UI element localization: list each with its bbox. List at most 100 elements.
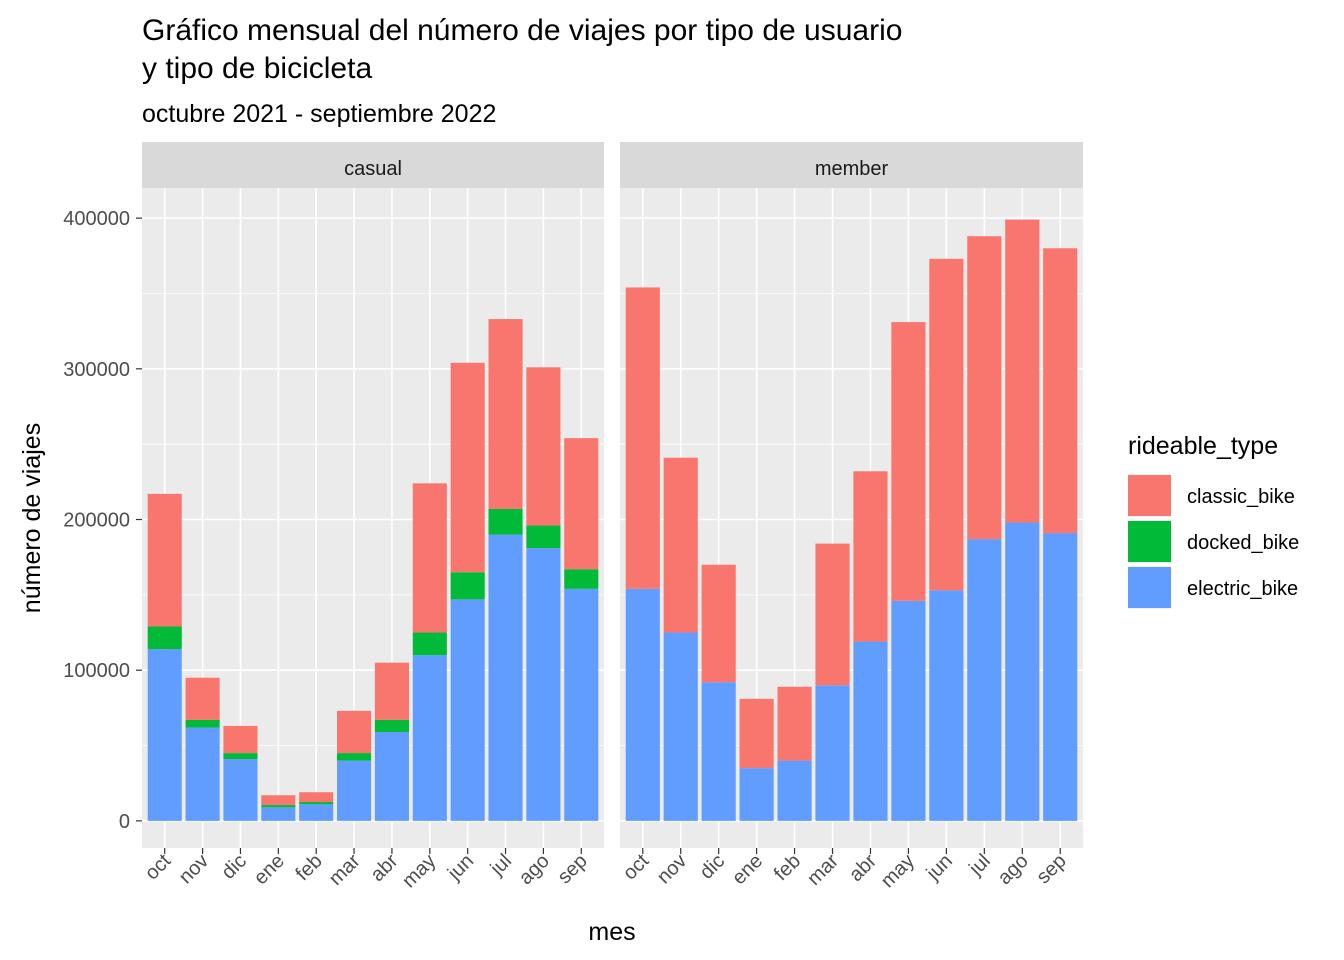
legend-swatch-docked_bike bbox=[1128, 521, 1171, 562]
bar-casual-jul-classic_bike bbox=[488, 319, 523, 509]
bar-casual-dic-electric_bike bbox=[223, 759, 258, 821]
bar-member-nov-classic_bike bbox=[663, 457, 698, 633]
legend-swatch-classic_bike bbox=[1128, 475, 1171, 516]
x-tick-label: ago bbox=[994, 850, 1033, 889]
x-tick-label: oct bbox=[619, 850, 654, 885]
x-tick-label: ene bbox=[250, 850, 289, 889]
strip-member bbox=[620, 142, 1083, 188]
bar-casual-sep-classic_bike bbox=[564, 438, 599, 570]
bar-casual-feb-classic_bike bbox=[299, 792, 334, 803]
legend-label-docked_bike: docked_bike bbox=[1187, 532, 1299, 554]
bar-casual-may-electric_bike bbox=[412, 655, 447, 821]
bar-member-dic-electric_bike bbox=[701, 682, 736, 821]
x-tick-label: jul bbox=[486, 850, 516, 880]
bar-member-feb-classic_bike bbox=[777, 686, 812, 761]
bar-member-jun-classic_bike bbox=[929, 258, 964, 591]
bar-member-dic-classic_bike bbox=[701, 564, 736, 683]
bar-casual-mar-electric_bike bbox=[337, 760, 372, 821]
x-tick-label: nov bbox=[175, 850, 213, 888]
x-tick-label: ene bbox=[728, 850, 767, 889]
bar-casual-nov-classic_bike bbox=[185, 677, 220, 720]
x-tick-label: ago bbox=[515, 850, 554, 889]
bar-casual-ene-classic_bike bbox=[261, 795, 296, 806]
bar-member-sep-classic_bike bbox=[1043, 248, 1078, 534]
legend-swatch-electric_bike bbox=[1128, 567, 1171, 608]
x-tick-label: may bbox=[398, 850, 440, 892]
x-tick-label: feb bbox=[770, 850, 805, 885]
chart-title-line2: y tipo de bicicleta bbox=[142, 52, 372, 85]
legend-title: rideable_type bbox=[1128, 432, 1278, 460]
bar-casual-may-classic_bike bbox=[412, 483, 447, 633]
bar-casual-jul-docked_bike bbox=[488, 508, 523, 535]
bar-member-mar-electric_bike bbox=[815, 685, 850, 821]
x-tick-label: oct bbox=[141, 850, 176, 885]
bar-casual-dic-classic_bike bbox=[223, 725, 258, 754]
bar-casual-sep-electric_bike bbox=[564, 588, 599, 821]
bar-casual-jun-electric_bike bbox=[450, 599, 485, 821]
bar-casual-feb-docked_bike bbox=[299, 802, 334, 805]
bar-member-jul-electric_bike bbox=[967, 539, 1002, 821]
bar-member-ene-classic_bike bbox=[739, 698, 774, 769]
y-tick-label: 300000 bbox=[63, 359, 130, 381]
bar-casual-oct-docked_bike bbox=[147, 626, 182, 650]
bar-casual-ene-docked_bike bbox=[261, 805, 296, 808]
x-tick-label: abr bbox=[366, 850, 402, 886]
bar-casual-ene-electric_bike bbox=[261, 807, 296, 821]
bar-casual-ago-electric_bike bbox=[526, 548, 561, 821]
bar-casual-jun-classic_bike bbox=[450, 362, 485, 573]
strip-label-member: member bbox=[815, 158, 889, 180]
y-tick-label: 100000 bbox=[63, 660, 130, 682]
bar-casual-sep-docked_bike bbox=[564, 569, 599, 589]
x-tick-label: may bbox=[877, 850, 919, 892]
strip-label-casual: casual bbox=[344, 158, 402, 180]
x-tick-label: jun bbox=[922, 850, 957, 885]
bar-member-jun-electric_bike bbox=[929, 590, 964, 821]
bar-casual-oct-classic_bike bbox=[147, 493, 182, 627]
bar-member-oct-classic_bike bbox=[625, 287, 660, 589]
bar-casual-nov-electric_bike bbox=[185, 727, 220, 821]
bar-member-nov-electric_bike bbox=[663, 632, 698, 821]
bar-member-sep-electric_bike bbox=[1043, 533, 1078, 821]
y-tick-label: 0 bbox=[119, 811, 130, 833]
bar-member-ago-classic_bike bbox=[1005, 219, 1040, 523]
bar-member-feb-electric_bike bbox=[777, 760, 812, 821]
x-tick-label: sep bbox=[553, 850, 591, 888]
x-tick-label: abr bbox=[845, 850, 881, 886]
x-tick-label: nov bbox=[653, 850, 691, 888]
bar-casual-mar-docked_bike bbox=[337, 753, 372, 761]
bar-casual-ago-docked_bike bbox=[526, 525, 561, 549]
y-tick-label: 200000 bbox=[63, 510, 130, 532]
x-tick-label: dic bbox=[217, 850, 251, 884]
y-tick-label: 400000 bbox=[63, 208, 130, 230]
legend-label-classic_bike: classic_bike bbox=[1187, 486, 1295, 508]
chart-title-line1: Gráfico mensual del número de viajes por… bbox=[142, 14, 902, 47]
x-tick-label: mar bbox=[325, 850, 365, 890]
y-axis-title: número de viajes bbox=[18, 423, 46, 613]
bar-casual-jul-electric_bike bbox=[488, 534, 523, 821]
chart-subtitle: octubre 2021 - septiembre 2022 bbox=[142, 100, 496, 128]
x-tick-label: jul bbox=[964, 850, 994, 880]
x-tick-label: feb bbox=[292, 850, 327, 885]
bar-casual-abr-docked_bike bbox=[374, 719, 409, 732]
bar-casual-abr-classic_bike bbox=[374, 662, 409, 720]
strip-casual bbox=[142, 142, 604, 188]
bar-member-ago-electric_bike bbox=[1005, 522, 1040, 821]
bar-casual-dic-docked_bike bbox=[223, 753, 258, 760]
legend: rideable_type classic_bike docked_bikeele… bbox=[1128, 432, 1299, 609]
legend-label-electric_bike: electric_bike bbox=[1187, 578, 1298, 600]
bar-member-jul-classic_bike bbox=[967, 236, 1002, 540]
bar-member-abr-electric_bike bbox=[853, 641, 888, 821]
bar-member-ene-electric_bike bbox=[739, 768, 774, 821]
bar-member-abr-classic_bike bbox=[853, 471, 888, 642]
bar-casual-feb-electric_bike bbox=[299, 804, 334, 821]
x-tick-label: sep bbox=[1032, 850, 1070, 888]
x-tick-label: dic bbox=[696, 850, 730, 884]
bar-member-oct-electric_bike bbox=[625, 588, 660, 821]
bar-member-may-classic_bike bbox=[891, 322, 926, 601]
bar-casual-jun-docked_bike bbox=[450, 572, 485, 600]
bar-casual-mar-classic_bike bbox=[337, 710, 372, 754]
